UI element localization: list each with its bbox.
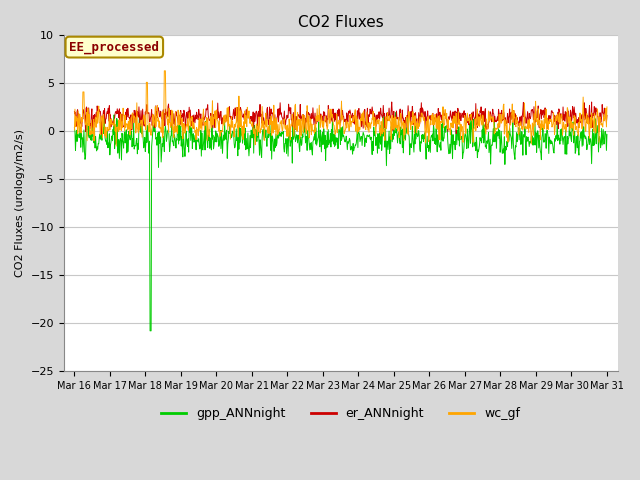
Text: EE_processed: EE_processed (69, 40, 159, 54)
Title: CO2 Fluxes: CO2 Fluxes (298, 15, 383, 30)
Y-axis label: CO2 Fluxes (urology/m2/s): CO2 Fluxes (urology/m2/s) (15, 129, 25, 277)
Legend: gpp_ANNnight, er_ANNnight, wc_gf: gpp_ANNnight, er_ANNnight, wc_gf (156, 402, 525, 425)
